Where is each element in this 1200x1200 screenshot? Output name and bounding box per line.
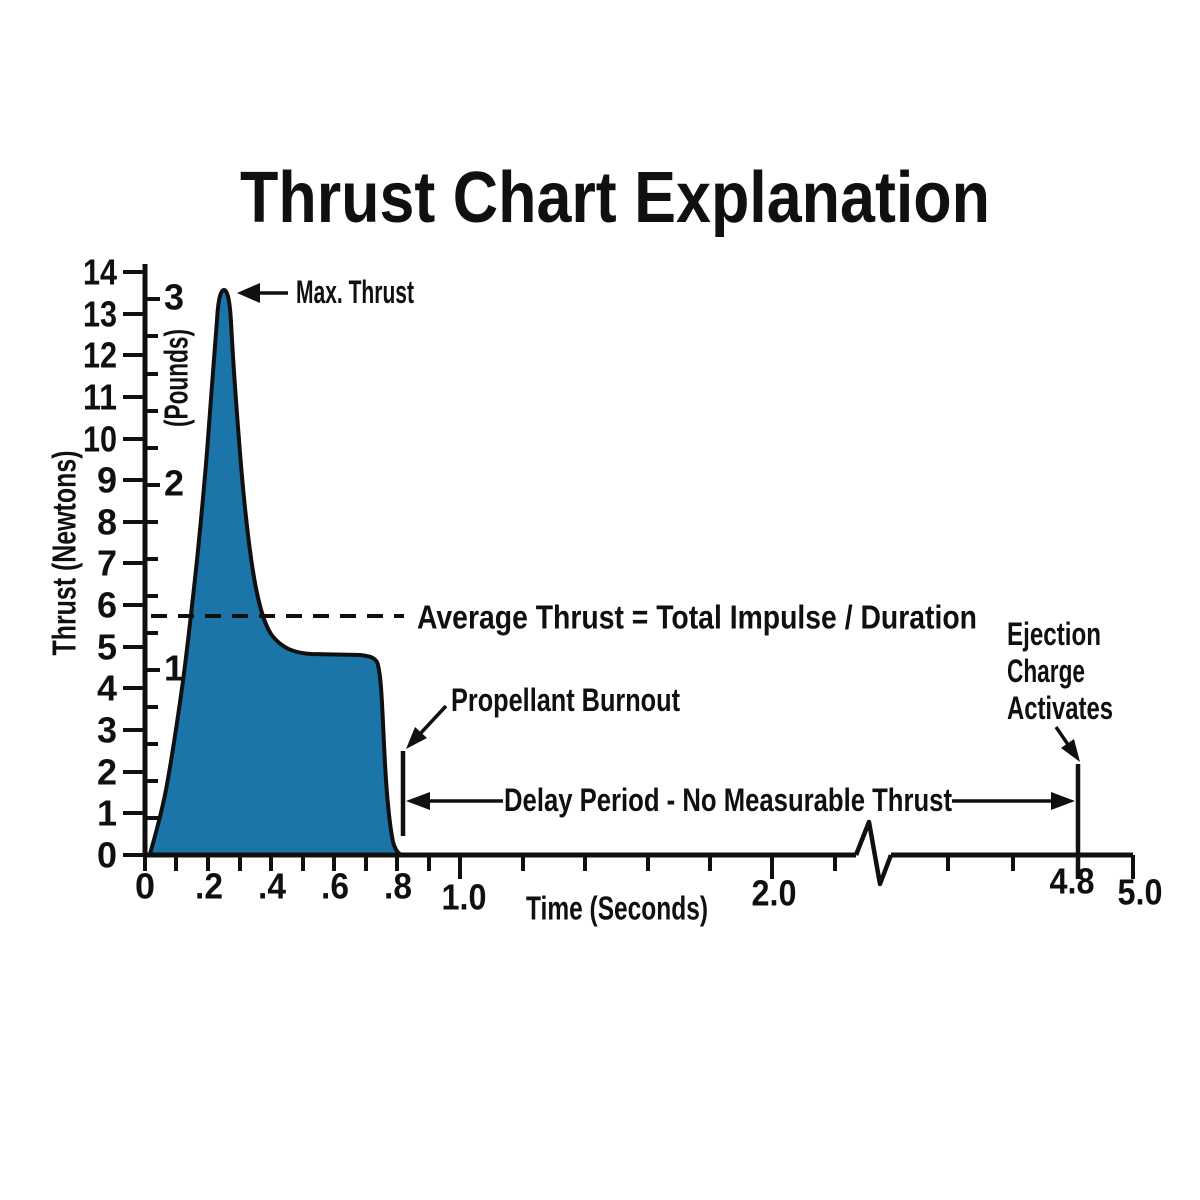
y-tick-label-4: 4 <box>97 668 117 709</box>
pounds-tick-label-3: 3 <box>164 277 184 318</box>
burnout-arrow-line <box>417 704 448 737</box>
thrust-curve-area <box>148 288 404 857</box>
x-tick-label-48: 4.8 <box>1050 861 1095 902</box>
x-tick-label-10: 1.0 <box>442 877 487 918</box>
y-axis-title-newtons: Thrust (Newtons) <box>46 451 83 656</box>
max-thrust-label: Max. Thrust <box>296 274 414 310</box>
x-tick-label-0: 0 <box>135 866 155 907</box>
ejection-label-line1: Ejection <box>1007 616 1101 652</box>
delay-left-arrowhead-icon <box>406 792 430 810</box>
y-tick-label-14: 14 <box>83 252 117 293</box>
y-tick-label-13: 13 <box>83 294 117 335</box>
pounds-tick-label-2: 2 <box>164 463 184 504</box>
y-tick-label-8: 8 <box>97 502 117 543</box>
y-tick-label-11: 11 <box>83 377 117 418</box>
y-tick-label-7: 7 <box>97 543 117 584</box>
y-tick-label-6: 6 <box>97 585 117 626</box>
y-tick-label-0: 0 <box>97 835 117 876</box>
y-pounds-major-ticks <box>145 297 160 672</box>
x-tick-label-08: .8 <box>384 866 412 907</box>
x-tick-label-50: 5.0 <box>1118 872 1163 913</box>
y-tick-label-2: 2 <box>97 752 117 793</box>
y-tick-label-5: 5 <box>97 627 117 668</box>
chart-title: Thrust Chart Explanation <box>240 158 990 238</box>
average-thrust-label: Average Thrust = Total Impulse / Duratio… <box>417 599 977 636</box>
x-tick-label-04: .4 <box>258 866 286 907</box>
ejection-label-line2: Charge <box>1007 653 1085 689</box>
y-tick-label-1: 1 <box>97 793 117 834</box>
y-pounds-minor-ticks <box>145 334 158 820</box>
delay-right-arrowhead-icon <box>1051 792 1075 810</box>
burnout-arrowhead-icon <box>406 727 427 749</box>
y-newton-ticks <box>123 270 145 857</box>
y-tick-label-12: 12 <box>83 335 117 376</box>
ejection-arrowhead-icon <box>1061 739 1080 762</box>
y-tick-label-9: 9 <box>97 460 117 501</box>
ejection-label-line3: Activates <box>1007 690 1113 726</box>
x-axis-title: Time (Seconds) <box>526 890 708 927</box>
x-minor-ticks <box>143 855 1015 871</box>
y-axis-title-pounds: (Pounds) <box>158 329 195 427</box>
x-tick-label-02: .2 <box>195 866 223 907</box>
y-tick-label-3: 3 <box>97 710 117 751</box>
y-tick-label-10: 10 <box>83 419 117 460</box>
x-tick-label-20: 2.0 <box>752 873 797 914</box>
propellant-burnout-label: Propellant Burnout <box>451 682 680 718</box>
delay-period-label: Delay Period - No Measurable Thrust <box>504 782 952 818</box>
pounds-tick-label-1: 1 <box>164 648 184 689</box>
x-major-ticks <box>458 855 1135 879</box>
ejection-arrow-line <box>1054 726 1071 747</box>
max-thrust-arrowhead-icon <box>237 283 260 303</box>
x-tick-label-06: .6 <box>321 866 349 907</box>
x-axis-break-zigzag <box>853 819 894 887</box>
